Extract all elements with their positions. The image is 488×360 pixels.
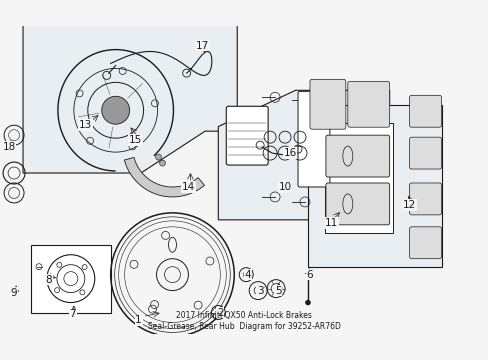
Text: 9: 9 — [11, 288, 18, 298]
Text: 17: 17 — [195, 41, 208, 50]
FancyBboxPatch shape — [226, 106, 267, 165]
Polygon shape — [23, 24, 237, 173]
Text: 7: 7 — [69, 310, 76, 319]
Bar — [307, 105, 442, 267]
FancyBboxPatch shape — [297, 91, 329, 187]
Bar — [31, 245, 110, 312]
FancyBboxPatch shape — [409, 183, 441, 215]
Text: 3: 3 — [256, 285, 263, 296]
FancyBboxPatch shape — [409, 95, 441, 127]
Text: 13: 13 — [79, 120, 92, 130]
Text: 8: 8 — [45, 275, 52, 285]
FancyBboxPatch shape — [409, 227, 441, 259]
FancyBboxPatch shape — [409, 137, 441, 169]
Text: 1: 1 — [135, 315, 142, 325]
FancyBboxPatch shape — [325, 135, 389, 177]
Text: 14: 14 — [182, 182, 195, 192]
Polygon shape — [124, 157, 204, 197]
Text: 6: 6 — [306, 270, 313, 280]
Text: 12: 12 — [402, 200, 415, 210]
Circle shape — [102, 96, 129, 124]
FancyBboxPatch shape — [347, 81, 389, 127]
Circle shape — [159, 160, 165, 166]
Circle shape — [305, 300, 310, 305]
Text: 15: 15 — [129, 135, 142, 145]
Text: 2017 Infiniti QX50 Anti-Lock Brakes
Seal-Grease, Rear Hub  Diagram for 39252-AR7: 2017 Infiniti QX50 Anti-Lock Brakes Seal… — [147, 311, 340, 332]
FancyBboxPatch shape — [309, 79, 345, 129]
Text: 18: 18 — [2, 142, 16, 152]
Text: 11: 11 — [325, 218, 338, 228]
Text: 10: 10 — [278, 182, 291, 192]
FancyBboxPatch shape — [325, 183, 389, 225]
Text: 16: 16 — [283, 148, 296, 158]
Circle shape — [155, 154, 161, 160]
Text: 2: 2 — [217, 307, 223, 318]
Text: 5: 5 — [274, 285, 281, 296]
Text: 4: 4 — [244, 270, 251, 280]
Polygon shape — [218, 90, 389, 220]
Bar — [324, 123, 392, 233]
